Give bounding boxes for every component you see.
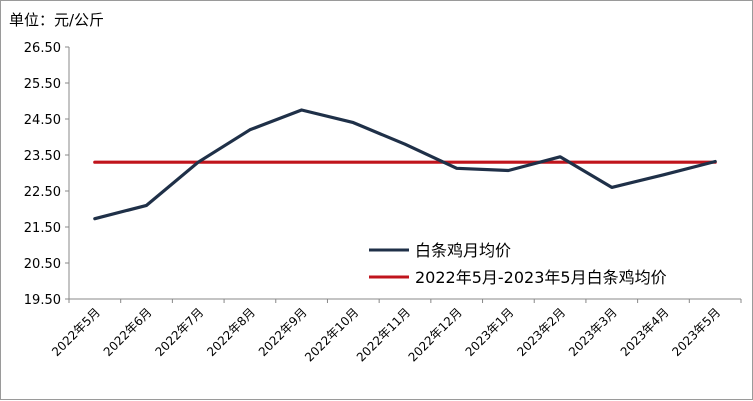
axes [65,46,742,303]
x-tick-label: 2022年9月 [256,305,310,359]
y-tick-label: 24.50 [24,113,61,128]
x-tick-label: 2022年5月 [49,305,103,359]
y-tick-label: 20.50 [24,257,61,272]
unit-label: 单位：元/公斤 [9,11,105,29]
x-tick-label: 2022年6月 [101,305,155,359]
y-tick-label: 19.50 [24,293,61,308]
x-tick-label: 2023年5月 [669,305,723,359]
legend-label-monthly: 白条鸡月均价 [415,241,511,260]
y-tick-label: 26.50 [24,41,61,56]
x-tick-label: 2023年4月 [618,305,672,359]
series-lines [93,108,717,221]
x-tick-label: 2023年1月 [463,305,517,359]
x-tick-label: 2023年2月 [514,305,568,359]
legend: 白条鸡月均价 2022年5月-2023年5月白条鸡均价 [369,241,667,287]
y-tick-label: 21.50 [24,221,61,236]
x-tick-label: 2022年10月 [302,305,361,364]
series-line-monthly [93,108,717,221]
y-tick-label: 25.50 [24,77,61,92]
x-tick-label: 2023年3月 [566,305,620,359]
legend-label-average: 2022年5月-2023年5月白条鸡均价 [415,268,667,287]
x-tick-label: 2022年7月 [152,305,206,359]
y-tick-label: 22.50 [24,185,61,200]
y-tick-label: 23.50 [24,149,61,164]
y-tick-labels: 26.50 25.50 24.50 23.50 22.50 21.50 20.50 19.50 [24,41,61,308]
x-tick-label: 2022年11月 [354,305,413,364]
x-tick-labels: 2022年5月2022年6月2022年7月2022年8月2022年9月2022年… [49,305,723,364]
x-tick-label: 2022年12月 [406,305,465,364]
x-tick-label: 2022年8月 [204,305,258,359]
